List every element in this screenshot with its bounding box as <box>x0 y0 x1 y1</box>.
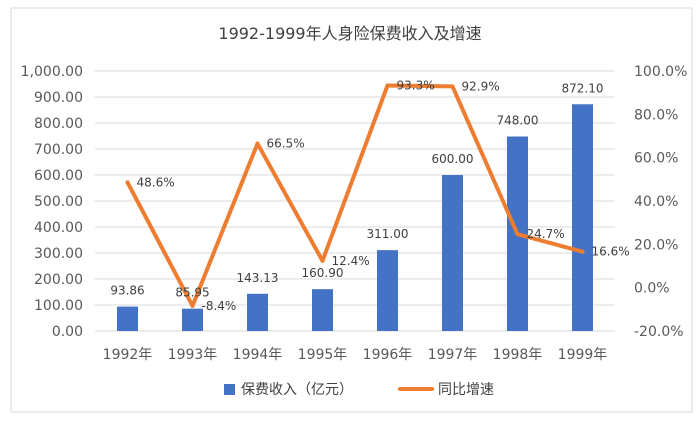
left-axis-tick-label: 200.00 <box>34 272 83 288</box>
bar-data-labels: 93.86 85.95 143.13 160.90 311.00 600.00 748.00… <box>110 81 603 299</box>
bar-data-label: 143.13 <box>237 271 279 285</box>
right-axis-tick-label: 60.0% <box>634 151 678 167</box>
gridlines <box>95 70 615 332</box>
bar-data-label: 748.00 <box>497 114 539 128</box>
left-axis-tick-label: 600.00 <box>34 168 83 184</box>
growth-line <box>125 83 585 308</box>
left-axis: 0.00 100.00 200.00 300.00 400.00 500.00 600.00… <box>21 64 83 340</box>
x-axis: 1992年 1993年 1994年 1995年 1996年 1997年 1998年 1999年 <box>103 347 608 363</box>
bar-series <box>117 104 593 331</box>
line-point <box>255 141 260 146</box>
x-axis-tick-label: 1993年 <box>168 347 218 363</box>
bar-data-label: 311.00 <box>367 227 409 241</box>
line-point <box>190 303 195 308</box>
bar-data-label: 93.86 <box>110 284 144 298</box>
bar-data-label: 600.00 <box>432 152 474 166</box>
right-axis-tick-label: 80.0% <box>634 107 678 123</box>
line-data-label: -8.4% <box>202 299 237 313</box>
bar <box>247 293 268 331</box>
x-axis-tick-label: 1997年 <box>428 347 478 363</box>
right-axis-tick-label: 100.0% <box>634 64 687 80</box>
line-data-label: 92.9% <box>462 79 500 93</box>
bar-data-label: 872.10 <box>562 81 604 95</box>
legend-label-bar: 保费收入（亿元） <box>241 382 353 398</box>
line-data-label: 24.7% <box>527 227 565 241</box>
bar-data-label: 85.95 <box>175 286 209 300</box>
left-axis-tick-label: 500.00 <box>34 194 83 210</box>
bar-data-label: 160.90 <box>302 266 344 280</box>
left-axis-tick-label: 100.00 <box>34 298 83 314</box>
line-point <box>450 84 455 89</box>
line-point <box>320 258 325 263</box>
x-axis-tick-label: 1998年 <box>493 347 543 363</box>
line-point <box>125 180 130 185</box>
bar <box>182 308 203 331</box>
line-data-labels: 48.6% -8.4% 66.5% 12.4% 93.3% 92.9% 24.7% 16.6% <box>137 79 630 313</box>
right-axis-tick-label: -20.0% <box>634 324 684 340</box>
line-data-label: 48.6% <box>137 175 175 189</box>
left-axis-tick-label: 300.00 <box>34 246 83 262</box>
x-axis-tick-label: 1995年 <box>298 347 348 363</box>
line-point <box>515 232 520 237</box>
bar <box>312 289 333 331</box>
right-axis: -20.0% 0.0% 20.0% 40.0% 60.0% 80.0% 100.0% <box>634 64 687 340</box>
left-axis-tick-label: 0.00 <box>52 324 83 340</box>
x-axis-tick-label: 1996年 <box>363 347 413 363</box>
bar <box>572 104 593 331</box>
x-axis-tick-label: 1992年 <box>103 347 153 363</box>
left-axis-tick-label: 900.00 <box>34 90 83 106</box>
line-data-label: 93.3% <box>397 79 435 93</box>
left-axis-tick-label: 700.00 <box>34 142 83 158</box>
right-axis-tick-label: 40.0% <box>634 194 678 210</box>
line-data-label: 16.6% <box>592 245 630 259</box>
right-axis-tick-label: 20.0% <box>634 237 678 253</box>
line-point <box>385 83 390 88</box>
x-axis-tick-label: 1999年 <box>558 347 608 363</box>
chart-title: 1992-1999年人身险保费收入及增速 <box>218 24 481 43</box>
x-axis-tick-label: 1994年 <box>233 347 283 363</box>
left-axis-tick-label: 1,000.00 <box>21 64 83 80</box>
bar <box>442 175 463 331</box>
left-axis-tick-label: 800.00 <box>34 116 83 132</box>
legend-swatch-bar <box>224 384 235 395</box>
left-axis-tick-label: 400.00 <box>34 220 83 236</box>
line-data-label: 12.4% <box>332 254 370 268</box>
bar <box>117 306 138 331</box>
legend: 保费收入（亿元） 同比增速 <box>224 382 494 398</box>
bar <box>377 250 398 331</box>
line-data-label: 66.5% <box>267 137 305 151</box>
line-point <box>580 249 585 254</box>
legend-label-line: 同比增速 <box>438 382 494 398</box>
line-series <box>125 83 585 308</box>
right-axis-tick-label: 0.0% <box>634 281 670 297</box>
